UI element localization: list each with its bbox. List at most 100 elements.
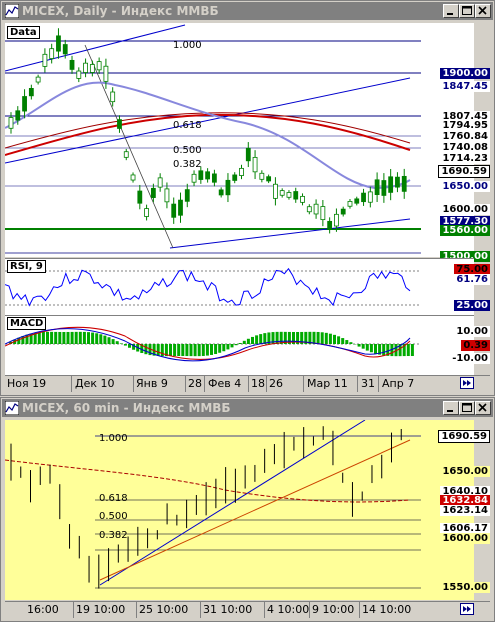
macd-histogram-bar: [382, 344, 386, 356]
macd-histogram-bar: [279, 331, 283, 344]
macd-histogram-bar: [70, 331, 74, 344]
macd-histogram-bar: [369, 344, 373, 353]
macd-histogram-bar: [205, 344, 209, 356]
hourly-window-titlebar[interactable]: MICEX, 60 min - Индекс ММВБ: [2, 399, 493, 417]
price-tag-1900: 1900.00: [440, 68, 490, 79]
candle-body: [96, 61, 102, 71]
macd-histogram-bar: [283, 331, 287, 344]
macd-histogram-bar: [386, 344, 390, 356]
tick-separator: [303, 376, 304, 392]
hourly-chart-window: MICEX, 60 min - Индекс ММВБ 1690.59 1650…: [0, 397, 495, 622]
macd-histogram-bar: [54, 331, 58, 344]
hourly-xlabel: 31 10:00: [203, 603, 253, 616]
tick-separator: [200, 602, 201, 618]
candle-body: [191, 173, 197, 183]
daily-price-scale: 1900.00 1847.45 1807.45 1794.95 1760.84 …: [421, 23, 490, 262]
trend-channel-line: [5, 77, 411, 164]
close-icon: [478, 6, 487, 15]
chart-app-icon: [5, 4, 19, 18]
candle-body: [245, 147, 251, 162]
macd-histogram-bar: [210, 344, 213, 355]
maximize-button[interactable]: [459, 4, 475, 18]
macd-histogram-bar: [337, 336, 341, 344]
macd-histogram-bar: [357, 344, 361, 347]
macd-histogram-bar: [328, 333, 332, 344]
candle-body: [361, 192, 366, 203]
candle-body: [103, 65, 109, 82]
macd-histogram-bar: [333, 334, 336, 344]
macd-panel[interactable]: MACD: [5, 315, 474, 375]
scroll-to-end-button[interactable]: [460, 377, 474, 389]
scroll-to-end-button[interactable]: [460, 603, 474, 615]
h-price-tag-1650: 1650.00: [440, 466, 490, 477]
hourly-price-plot: [5, 420, 421, 589]
macd-histogram-bar: [287, 331, 291, 344]
tick-separator: [204, 376, 205, 392]
candle-body: [327, 220, 333, 230]
tick-separator: [73, 602, 74, 618]
macd-histogram-bar: [82, 331, 86, 344]
candle-body: [28, 88, 34, 97]
macd-histogram-bar: [320, 332, 324, 344]
daily-price-panel[interactable]: Data: [5, 23, 474, 257]
macd-histogram-bar: [99, 334, 103, 344]
macd-tick-minus10: -10.00: [450, 353, 490, 364]
price-tag-1794: 1794.95: [440, 120, 490, 131]
tick-separator: [136, 602, 137, 618]
candle-body: [15, 110, 21, 121]
tick-separator: [133, 376, 134, 392]
macd-histogram-bar: [144, 344, 148, 355]
minimize-button[interactable]: [443, 401, 459, 415]
price-tag-1600: 1600.00: [440, 204, 490, 215]
macd-histogram-bar: [292, 331, 295, 344]
hourly-trend-line: [99, 420, 366, 586]
daily-xlabel: Янв 9: [136, 377, 168, 390]
maximize-button[interactable]: [459, 401, 475, 415]
macd-histogram-bar: [193, 344, 197, 357]
candle-body: [56, 35, 61, 52]
minimize-icon: [447, 13, 453, 15]
macd-histogram-bar: [111, 339, 115, 344]
rsi-panel[interactable]: RSI, 9: [5, 258, 474, 315]
candle-body: [381, 180, 387, 196]
daily-window-titlebar[interactable]: MICEX, Daily - Индекс ММВБ: [2, 2, 493, 20]
macd-histogram-bar: [169, 344, 172, 357]
macd-histogram-bar: [238, 342, 242, 344]
macd-histogram-bar: [181, 344, 185, 357]
candle-body: [83, 62, 88, 73]
close-button[interactable]: [475, 4, 491, 18]
candle-body: [300, 195, 305, 203]
candle-body: [69, 59, 75, 70]
price-tag-1500: 1500.00: [440, 251, 490, 262]
h-price-tag-1690: 1690.59: [438, 430, 490, 443]
macd-histogram-bar: [226, 344, 230, 350]
close-button[interactable]: [475, 401, 491, 415]
candle-body: [62, 44, 68, 55]
macd-histogram-bar: [242, 340, 246, 344]
candle-body: [279, 190, 285, 196]
macd-histogram-bar: [308, 331, 312, 344]
macd-histogram-bar: [78, 331, 82, 344]
daily-fib-1000: 1.000: [173, 40, 202, 51]
candle-body: [239, 167, 244, 176]
macd-histogram-bar: [214, 344, 218, 355]
price-tag-1760: 1760.84: [440, 131, 490, 142]
tick-separator: [185, 376, 186, 392]
candle-body: [273, 183, 278, 199]
macd-histogram-bar: [156, 344, 160, 357]
macd-histogram-bar: [394, 344, 398, 357]
daily-xlabel: Мар 11: [307, 377, 348, 390]
macd-plot: [5, 326, 421, 362]
macd-histogram-bar: [152, 344, 156, 356]
minimize-icon: [447, 410, 453, 412]
hourly-fib-0500: 0.500: [99, 511, 128, 522]
hourly-price-panel[interactable]: [5, 420, 474, 600]
hourly-moving-average: [5, 459, 411, 503]
hourly-time-axis[interactable]: 16:00 19 10:00 25 10:00 31 10:00 4 10:00…: [5, 601, 490, 618]
minimize-button[interactable]: [443, 4, 459, 18]
macd-histogram-bar: [222, 344, 226, 352]
data-series-label: Data: [7, 26, 40, 39]
macd-label: MACD: [7, 317, 47, 330]
daily-fib-0500: 0.500: [173, 145, 202, 156]
daily-time-axis[interactable]: Ноя 19 Дек 10 Янв 9 28 Фев 4 18 26 Мар 1…: [5, 375, 490, 392]
